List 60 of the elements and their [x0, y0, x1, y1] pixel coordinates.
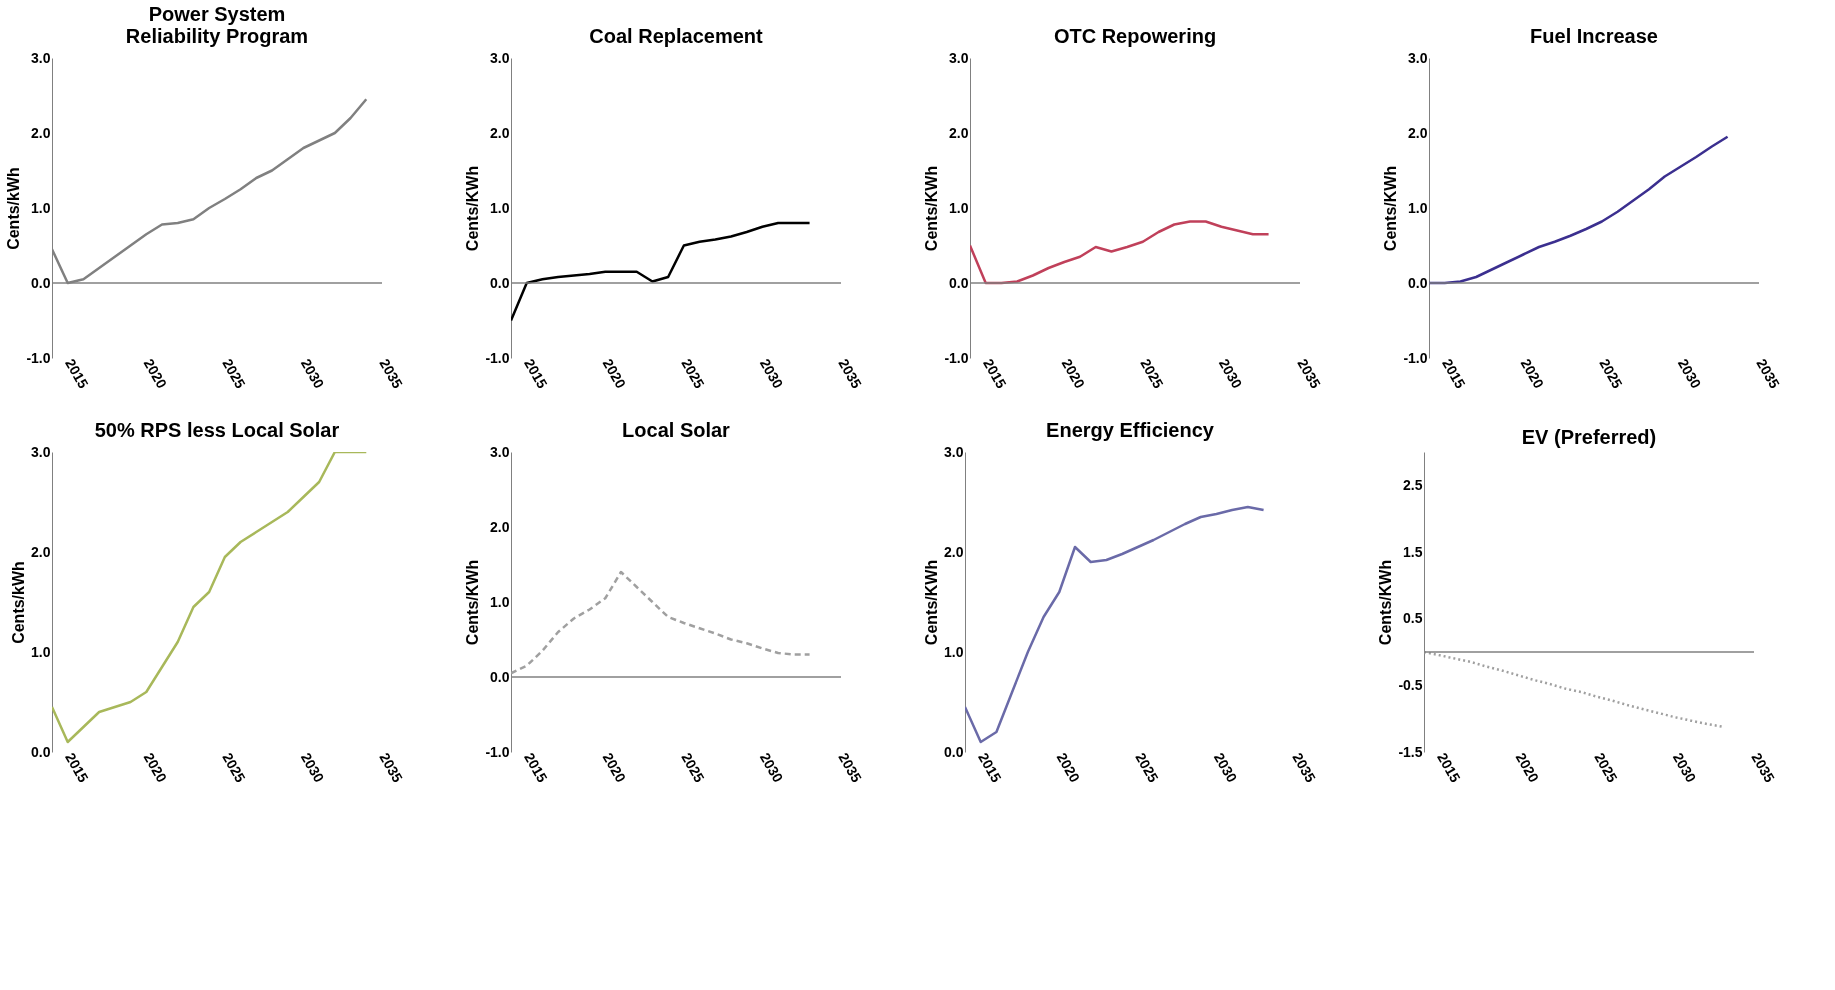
y-axis-title: Cents/KWh: [464, 559, 482, 646]
y-tick-label: 1.0: [31, 199, 51, 216]
y-tick-label: 2.0: [31, 543, 51, 560]
line-series: [970, 220, 1270, 285]
y-tick-label: 3.0: [490, 443, 510, 460]
y-tick-label: 2.0: [944, 543, 964, 560]
y-tick-label: 0.0: [31, 274, 51, 291]
y-tick-label: 1.0: [1408, 199, 1428, 216]
y-axis-title: Cents/KWh: [464, 165, 482, 252]
y-tick-label: -0.5: [1398, 676, 1423, 693]
chart-title: Local Solar: [622, 419, 731, 441]
y-tick-label: 3.0: [949, 49, 969, 66]
y-tick-label: 1.0: [949, 199, 969, 216]
chart-title: Coal Replacement: [589, 25, 764, 47]
y-tick-label: -1.0: [1403, 349, 1428, 366]
y-axis-title: Cents/KWh: [1377, 559, 1395, 646]
chart-title: Energy Efficiency: [1046, 419, 1215, 441]
y-tick-label: 0.0: [490, 274, 510, 291]
y-tick-label: -1.0: [485, 743, 510, 760]
y-axis-title: Cents/KWh: [923, 559, 941, 646]
y-tick-label: 0.0: [1408, 274, 1428, 291]
y-tick-label: 3.0: [1408, 49, 1428, 66]
y-tick-label: -1.0: [26, 349, 51, 366]
chart-title: OTC Repowering: [1053, 25, 1217, 47]
line-series: [511, 221, 811, 322]
y-tick-label: -1.0: [944, 349, 969, 366]
y-tick-label: -1.5: [1398, 743, 1423, 760]
y-tick-label: 0.0: [31, 743, 51, 760]
y-axis-title: Cents/KWh: [923, 165, 941, 252]
line-series: [965, 505, 1265, 744]
y-axis-title: Cents/kWh: [10, 561, 28, 644]
y-tick-label: 1.0: [490, 199, 510, 216]
line-series: [52, 452, 368, 744]
y-tick-label: 1.5: [1403, 543, 1423, 560]
chart-title: Fuel Increase: [1530, 25, 1658, 47]
y-tick-label: 1.0: [490, 593, 510, 610]
chart-title: Power System Reliability Program: [125, 3, 309, 47]
y-tick-label: 0.0: [949, 274, 969, 291]
line-series: [1424, 650, 1724, 728]
y-tick-label: 2.5: [1403, 476, 1423, 493]
y-tick-label: 1.0: [31, 643, 51, 660]
chart-title: EV (Preferred): [1521, 426, 1657, 448]
y-tick-label: 2.0: [490, 124, 510, 141]
y-tick-label: 3.0: [490, 49, 510, 66]
y-tick-label: 3.0: [31, 443, 51, 460]
y-tick-label: 0.0: [490, 668, 510, 685]
y-axis-title: Cents/KWh: [1382, 165, 1400, 252]
y-tick-label: 2.0: [490, 518, 510, 535]
line-series: [511, 570, 811, 675]
chart-title: 50% RPS less Local Solar: [94, 419, 340, 441]
y-axis-title: Cents/kWh: [5, 167, 23, 250]
y-tick-label: 0.5: [1403, 610, 1423, 627]
y-tick-label: 3.0: [944, 443, 964, 460]
y-tick-label: 3.0: [31, 49, 51, 66]
y-tick-label: 2.0: [1408, 124, 1428, 141]
y-tick-label: 0.0: [944, 743, 964, 760]
y-tick-label: 2.0: [31, 124, 51, 141]
y-tick-label: 2.0: [949, 124, 969, 141]
y-tick-label: 1.0: [944, 643, 964, 660]
y-tick-label: -1.0: [485, 349, 510, 366]
